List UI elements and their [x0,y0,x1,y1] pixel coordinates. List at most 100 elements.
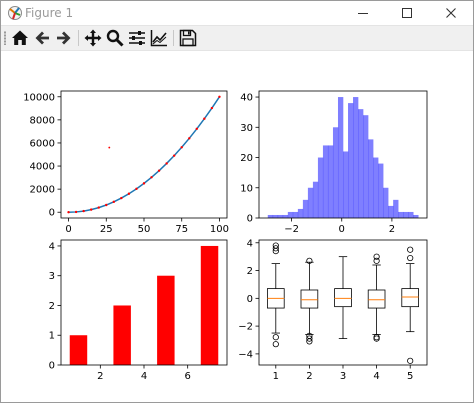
x-tick-label-3: 6 [184,371,190,382]
minimize-button[interactable] [341,1,385,25]
histogram-bar [398,211,404,218]
x-tick-label-1: 100 [210,224,229,235]
flier-point [306,257,313,264]
bar [200,245,219,365]
window-title: Figure 1 [25,6,74,20]
back-button[interactable] [32,28,52,48]
flier-point [306,335,313,342]
flier-point [373,257,380,264]
outlier-dot [108,146,111,149]
figure-canvas[interactable]: 0 25 50 75 100 0 2000 4000 6000 8000 10000 −2 0 2 0 10 2… [1,51,473,402]
pan-button[interactable] [83,28,103,48]
red-dot-marker [195,127,199,131]
box-iqr [334,288,352,308]
flier-point [272,334,279,341]
arrow-right-icon [57,31,71,45]
histogram-bar [358,109,364,218]
histogram-bar [267,214,274,218]
arrow-left-icon [35,31,49,45]
flier-point [272,245,279,252]
line-series [68,96,221,213]
histogram-bar [282,214,289,218]
title-bar[interactable]: Figure 1 [1,1,473,25]
red-dot-marker [135,187,138,191]
sliders-icon [129,31,145,45]
x-tick-label-1: 0 [65,224,71,235]
move-icon [84,29,102,47]
red-dot-marker [120,196,123,200]
zoom-button[interactable] [105,28,125,48]
red-dot-marker [105,203,108,207]
histogram-bar [403,211,409,218]
magnifier-icon [106,29,124,47]
histogram-bar [312,181,319,218]
histogram-bar [348,103,354,218]
histogram-bar [277,214,284,218]
flier-point [272,341,279,348]
red-dot-marker [74,210,78,214]
x-tick-label-2: 0 [339,224,345,235]
histogram-bar [413,214,419,218]
axes-frame-2 [258,90,428,219]
bar [113,305,131,365]
red-dot-marker [97,206,100,209]
red-dot-marker [67,211,70,214]
x-tick-label-3: 2 [97,371,103,382]
toolbar-separator [173,30,174,46]
home-button[interactable] [10,28,30,48]
maximize-button[interactable] [385,1,429,25]
y-tick-label-3: 4 [49,241,55,252]
histogram-bar [383,187,389,218]
histogram-bar [337,97,344,218]
y-tick-label-1: 4000 [30,162,55,173]
navigation-toolbar [1,25,473,51]
x-tick-label-4: 3 [340,371,346,382]
edit-axes-button[interactable] [149,28,169,48]
y-tick-label-1: 6000 [30,138,55,149]
close-icon [446,8,456,18]
forward-button[interactable] [54,28,74,48]
histogram-bar [393,199,399,218]
histogram-bar [302,199,309,218]
y-tick-label-1: 2000 [30,185,55,196]
histogram-bar [327,145,334,218]
axes-frame-1 [60,90,228,219]
x-tick-label-2: 2 [389,224,395,235]
x-tick-label-4: 4 [373,371,379,382]
histogram-bar [272,214,279,218]
flier-point [272,242,279,249]
flier-point [373,253,380,260]
red-dot-marker [188,137,191,140]
save-button[interactable] [178,28,198,48]
y-tick-label-4: 2 [247,266,253,277]
red-dot-marker [172,154,176,157]
histogram-bar [373,157,379,218]
histogram-bar [353,97,359,218]
histogram-bar [307,187,314,218]
y-tick-label-2: 10 [240,183,253,194]
subplots-button[interactable] [127,28,147,48]
toolbar-grip[interactable] [4,31,6,45]
histogram-bar [292,211,299,218]
y-tick-label-2: 40 [240,93,253,104]
histogram-bar [322,145,329,218]
y-tick-label-2: 20 [240,153,253,164]
home-icon [12,30,28,45]
histogram-bar [297,208,304,218]
toolbar-separator [78,30,79,46]
close-button[interactable] [429,1,473,25]
red-dot-marker [142,182,146,185]
flier-point [306,338,313,345]
x-tick-label-1: 50 [138,224,151,235]
x-tick-label-1: 75 [175,224,188,235]
x-tick-label-3: 4 [141,371,147,382]
x-tick-label-1: 25 [100,224,113,235]
histogram-bar [343,151,349,218]
histogram-bar [408,211,414,218]
red-dot-marker [157,169,161,172]
histogram-bar [287,211,294,218]
histogram-bar [317,157,324,218]
matplotlib-icon [8,6,22,20]
